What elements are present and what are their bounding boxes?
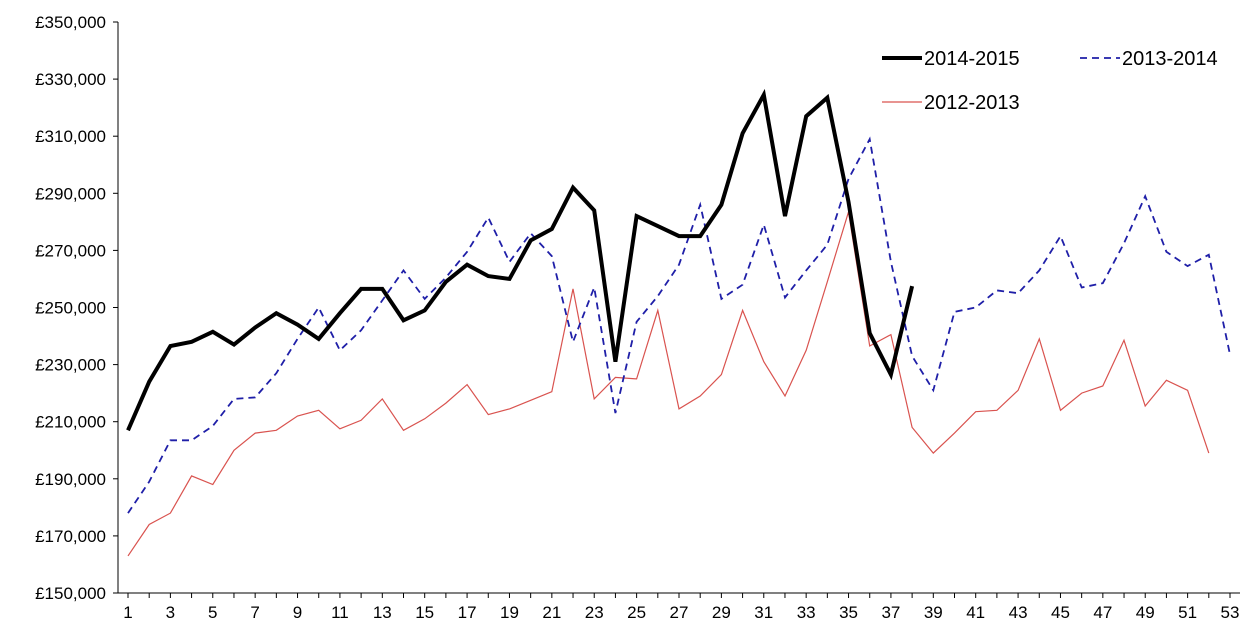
y-tick-label: £230,000: [35, 356, 106, 375]
x-tick-label: 23: [585, 603, 604, 622]
y-tick-label: £250,000: [35, 299, 106, 318]
legend-label-2013-2014: 2013-2014: [1122, 48, 1218, 70]
x-tick-label: 19: [500, 603, 519, 622]
series-line-2013-2014: [127, 136, 1231, 514]
x-tick-label: 33: [797, 603, 816, 622]
x-tick-label: 7: [250, 603, 259, 622]
x-tick-label: 53: [1221, 603, 1240, 622]
legend-label-2012-2013: 2012-2013: [924, 92, 1020, 114]
x-tick-label: 39: [924, 603, 943, 622]
x-tick-label: 9: [293, 603, 302, 622]
y-axis-ticks: £150,000 £170,000 £190,000 £210,000 £230,000…: [35, 13, 118, 603]
x-tick-label: 31: [754, 603, 773, 622]
x-tick-label: 15: [415, 603, 434, 622]
y-tick-label: £330,000: [35, 70, 106, 89]
y-tick-label: £150,000: [35, 584, 106, 603]
x-tick-label: 49: [1136, 603, 1155, 622]
x-tick-label: 47: [1093, 603, 1112, 622]
y-tick-label: £170,000: [35, 527, 106, 546]
y-tick-label: £310,000: [35, 127, 106, 146]
x-tick-label: 3: [166, 603, 175, 622]
x-tick-label: 11: [331, 603, 349, 622]
x-tick-label: 51: [1178, 603, 1197, 622]
series-line-2012-2013: [127, 211, 1210, 557]
y-tick-label: £290,000: [35, 184, 106, 203]
x-tick-label: 37: [881, 603, 900, 622]
x-axis-ticks: 1 3 5 7 9 11 13 15 17 19 21 23 25 27 29 31 33 35 37 39 41 43 4…: [123, 593, 1239, 622]
legend: 2014-2015 2013-2014 2012-2013: [882, 48, 1218, 114]
series-lines: [126, 88, 1231, 557]
y-tick-label: £270,000: [35, 241, 106, 260]
x-tick-label: 45: [1051, 603, 1070, 622]
axes: [117, 22, 1240, 594]
y-tick-label: £210,000: [35, 413, 106, 432]
series-line-2014-2015: [126, 88, 915, 432]
y-tick-label: £190,000: [35, 470, 106, 489]
x-tick-label: 43: [1009, 603, 1028, 622]
x-tick-label: 1: [123, 603, 132, 622]
x-tick-label: 17: [458, 603, 477, 622]
legend-label-2014-2015: 2014-2015: [924, 48, 1020, 70]
y-tick-label: £350,000: [35, 13, 106, 32]
x-tick-label: 27: [670, 603, 689, 622]
x-tick-label: 35: [839, 603, 858, 622]
x-tick-label: 13: [373, 603, 392, 622]
x-tick-label: 21: [542, 603, 561, 622]
x-tick-label: 5: [208, 603, 217, 622]
x-tick-label: 29: [712, 603, 731, 622]
x-tick-label: 25: [627, 603, 646, 622]
x-tick-label: 41: [966, 603, 985, 622]
